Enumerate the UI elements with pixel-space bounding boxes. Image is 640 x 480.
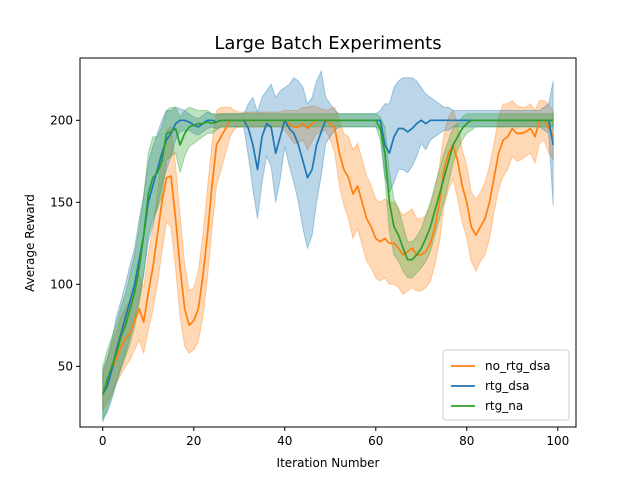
x-tick-label: 20: [186, 434, 201, 448]
legend-box: [442, 349, 570, 421]
y-axis-ticks: 50 100 150 200: [50, 113, 80, 373]
y-tick-label: 100: [50, 277, 73, 291]
chart-title: Large Batch Experiments: [214, 33, 441, 54]
band-no-rtg-dsa: [102, 99, 554, 411]
x-tick-label: 40: [277, 434, 292, 448]
plot-frame: [79, 57, 577, 428]
x-tick-label: 0: [99, 434, 107, 448]
y-tick-label: 50: [58, 359, 73, 373]
y-tick-label: 200: [50, 113, 73, 127]
band-rtg-dsa: [102, 69, 554, 421]
x-axis-ticks: 0 20 40 60 80 100: [99, 427, 569, 448]
series-lines: [101, 119, 555, 395]
x-tick-label: 60: [368, 434, 383, 448]
band-rtg-na: [102, 106, 554, 423]
legend: no_rtg_dsa rtg_dsa rtg_na: [442, 349, 570, 421]
legend-label-rtg-na: rtg_na: [485, 399, 523, 413]
y-tick-label: 150: [50, 195, 73, 209]
x-tick-label: 80: [459, 434, 474, 448]
x-axis-label: Iteration Number: [277, 456, 380, 470]
legend-label-rtg-dsa: rtg_dsa: [485, 379, 529, 393]
line-rtg-na: [101, 119, 554, 395]
legend-label-no-rtg-dsa: no_rtg_dsa: [485, 359, 550, 373]
line-no-rtg-dsa: [102, 119, 554, 395]
x-tick-label: 100: [546, 434, 569, 448]
confidence-bands: [102, 69, 554, 423]
y-axis-label: Average Reward: [23, 194, 37, 292]
